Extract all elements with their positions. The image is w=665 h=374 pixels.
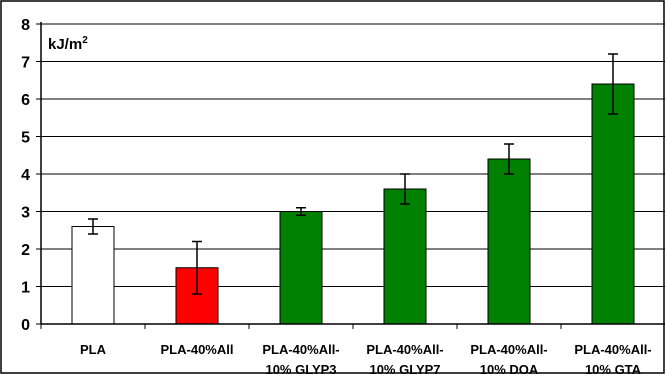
y-tick-label: 8 — [21, 17, 30, 34]
bar — [383, 188, 427, 325]
x-tick-label: 10% GLYP7 — [369, 362, 440, 374]
y-tick-label: 5 — [21, 130, 30, 147]
unit-label: kJ/m2 — [48, 35, 88, 53]
x-tick-label: 10% GTA — [585, 362, 642, 374]
x-tick-label: PLA-40%All — [161, 342, 234, 357]
y-tick-labels: 0 1 2 3 4 5 6 7 8 — [21, 17, 30, 334]
bar — [487, 158, 531, 325]
y-tick-label: 3 — [21, 205, 30, 222]
gridlines — [41, 23, 665, 287]
x-tick-label: PLA-40%All- — [262, 342, 339, 357]
bar — [71, 226, 115, 325]
x-tick-labels: PLA PLA-40%All PLA-40%All- 10% GLYP3 PLA-40%… — [80, 342, 652, 374]
x-tick-label: PLA-40%All- — [366, 342, 443, 357]
y-tick-label: 6 — [21, 92, 30, 109]
x-tick-label: PLA — [80, 342, 107, 357]
bar — [591, 83, 635, 325]
y-tick-label: 0 — [21, 317, 30, 334]
y-tick-label: 2 — [21, 242, 30, 259]
error-bars — [88, 53, 618, 295]
y-tick-label: 4 — [21, 167, 30, 184]
x-tick-label: 10% GLYP3 — [265, 362, 336, 374]
y-tick-label: 1 — [21, 280, 30, 297]
x-tick-label: PLA-40%All- — [470, 342, 547, 357]
x-tick-label: 10% DOA — [480, 362, 539, 374]
x-tick-label: PLA-40%All- — [574, 342, 651, 357]
bars — [71, 83, 635, 325]
y-tick-label: 7 — [21, 55, 30, 72]
bar — [279, 211, 323, 325]
